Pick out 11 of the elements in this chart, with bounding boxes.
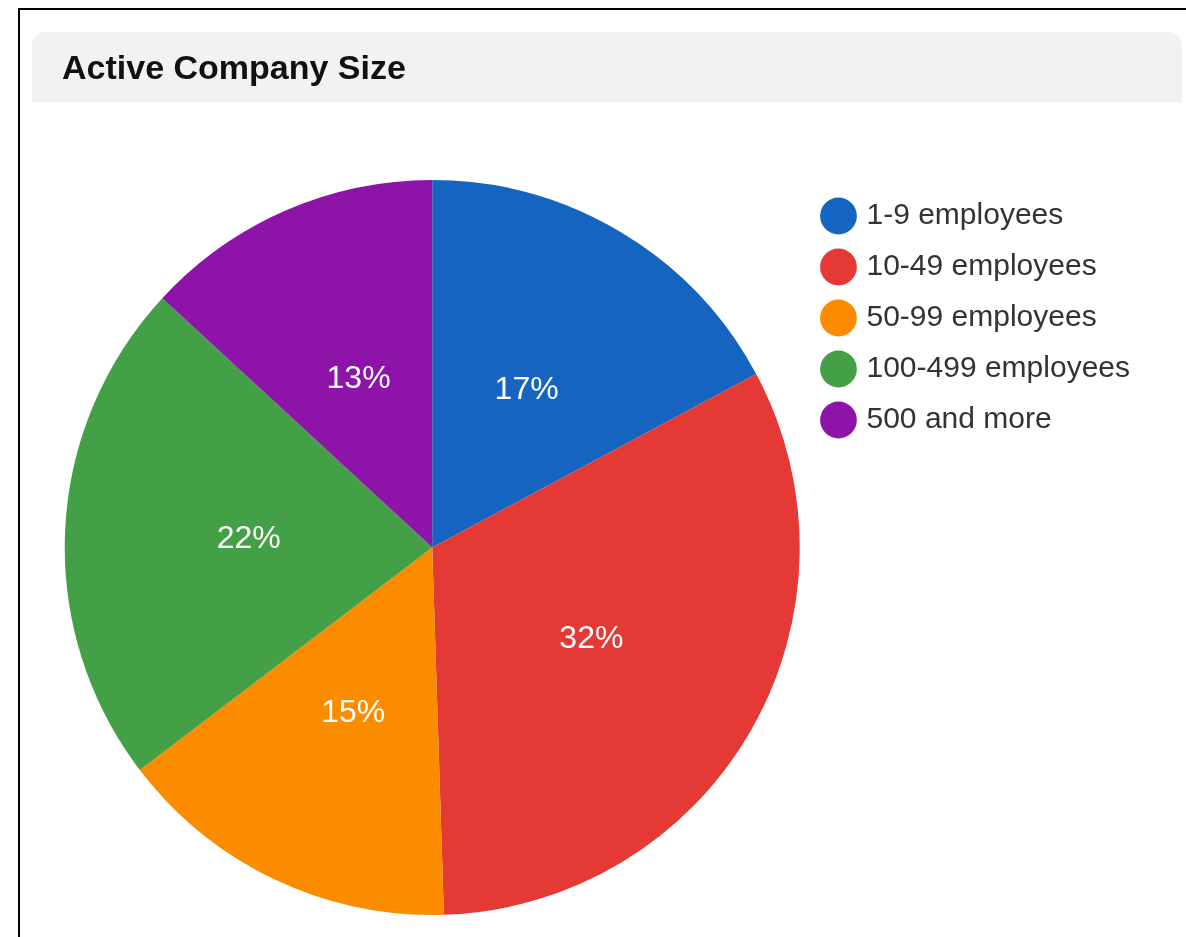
legend-label: 10-49 employees <box>866 248 1097 282</box>
data-label: 32% <box>559 619 624 656</box>
legend-label: 1-9 employees <box>866 197 1064 231</box>
data-label: 22% <box>216 518 281 555</box>
chart-title: Active Company Size <box>32 32 1182 102</box>
legend-label: 50-99 employees <box>866 299 1097 333</box>
data-label: 13% <box>326 358 391 395</box>
legend-label: 100-499 employees <box>866 350 1130 384</box>
data-label: 15% <box>321 693 386 730</box>
data-label: 17% <box>494 369 559 406</box>
legend-label: 500 and more <box>866 401 1052 435</box>
